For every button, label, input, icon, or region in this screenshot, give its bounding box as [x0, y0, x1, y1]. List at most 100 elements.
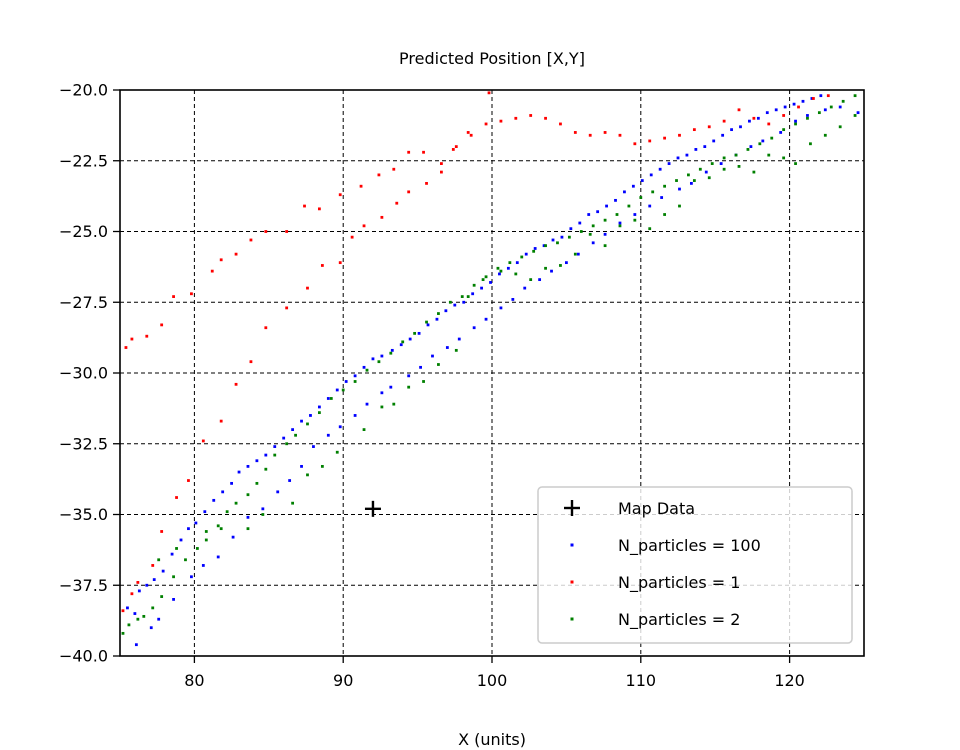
data-point	[417, 331, 421, 335]
data-point	[765, 111, 769, 115]
data-point	[506, 266, 510, 270]
data-point	[614, 198, 617, 202]
data-point	[499, 306, 503, 310]
data-point	[246, 527, 250, 531]
data-point	[712, 139, 716, 143]
data-point	[219, 527, 223, 531]
data-point	[134, 643, 138, 647]
data-point	[481, 278, 485, 282]
data-point	[362, 224, 366, 228]
data-point	[225, 510, 229, 514]
data-point	[216, 524, 220, 528]
data-point	[782, 114, 786, 117]
data-point	[633, 218, 637, 222]
data-point	[187, 479, 190, 482]
x-tick-label: 120	[774, 671, 805, 690]
data-point	[544, 266, 547, 270]
data-point	[529, 114, 533, 117]
data-point	[312, 445, 315, 448]
data-point	[291, 428, 295, 431]
data-point	[300, 419, 303, 423]
data-point	[365, 368, 369, 372]
data-point	[667, 162, 671, 165]
y-tick-label: −22.5	[59, 151, 108, 170]
y-tick-label: −20.0	[59, 81, 108, 100]
legend-marker	[570, 543, 574, 547]
data-point	[175, 547, 178, 550]
data-point	[569, 227, 573, 231]
y-tick-label: −37.5	[59, 576, 108, 595]
data-point	[338, 425, 342, 429]
data-point	[380, 391, 384, 395]
data-point	[812, 97, 815, 100]
data-point	[341, 388, 345, 392]
data-point	[309, 414, 312, 417]
data-point	[792, 102, 796, 106]
data-point	[794, 122, 797, 126]
data-point	[556, 241, 559, 245]
data-point	[377, 173, 381, 177]
legend-box	[537, 486, 853, 644]
data-point	[353, 414, 357, 417]
data-point	[809, 142, 812, 146]
data-point	[565, 261, 568, 265]
data-point	[454, 145, 458, 148]
data-point	[544, 116, 547, 120]
data-point	[216, 555, 220, 559]
data-point	[560, 235, 564, 239]
data-point	[399, 343, 403, 347]
data-point	[471, 292, 475, 296]
data-point	[175, 496, 178, 499]
data-point	[237, 470, 241, 474]
data-point	[703, 145, 707, 148]
legend-label: N_particles = 2	[618, 610, 740, 630]
data-point	[326, 433, 330, 437]
data-point	[484, 275, 488, 279]
data-point	[779, 131, 783, 134]
data-point	[201, 564, 205, 567]
data-point	[819, 94, 823, 98]
data-point	[472, 326, 476, 330]
data-point	[317, 405, 321, 409]
data-point	[648, 204, 652, 208]
data-point	[651, 190, 655, 194]
data-point	[353, 380, 357, 383]
data-point	[362, 428, 366, 431]
data-point	[130, 337, 134, 341]
data-point	[246, 493, 250, 497]
data-point	[234, 252, 238, 256]
data-point	[678, 204, 681, 208]
data-point	[499, 119, 503, 123]
data-point	[317, 411, 321, 415]
data-point	[623, 190, 626, 194]
data-point	[615, 213, 619, 216]
data-point	[151, 564, 155, 567]
data-point	[264, 326, 268, 330]
data-point	[234, 382, 238, 386]
data-point	[255, 459, 259, 463]
data-point	[145, 583, 149, 587]
data-point	[288, 479, 292, 482]
data-point	[511, 298, 515, 301]
data-point	[389, 351, 393, 355]
data-point	[187, 527, 190, 531]
data-point	[737, 165, 741, 168]
data-point	[756, 116, 760, 120]
data-point	[633, 142, 637, 146]
data-point	[603, 131, 607, 134]
data-point	[317, 207, 321, 211]
data-point	[633, 213, 637, 216]
data-point	[121, 631, 125, 635]
data-point	[440, 162, 443, 165]
data-point	[466, 295, 470, 298]
data-point	[689, 181, 693, 185]
data-point	[579, 230, 583, 233]
data-point	[273, 453, 277, 457]
data-point	[157, 617, 161, 621]
data-point	[219, 258, 223, 262]
data-point	[246, 515, 250, 519]
data-point	[285, 230, 289, 233]
data-point	[829, 105, 833, 109]
y-tick-label: −27.5	[59, 293, 108, 312]
data-point	[273, 445, 277, 448]
